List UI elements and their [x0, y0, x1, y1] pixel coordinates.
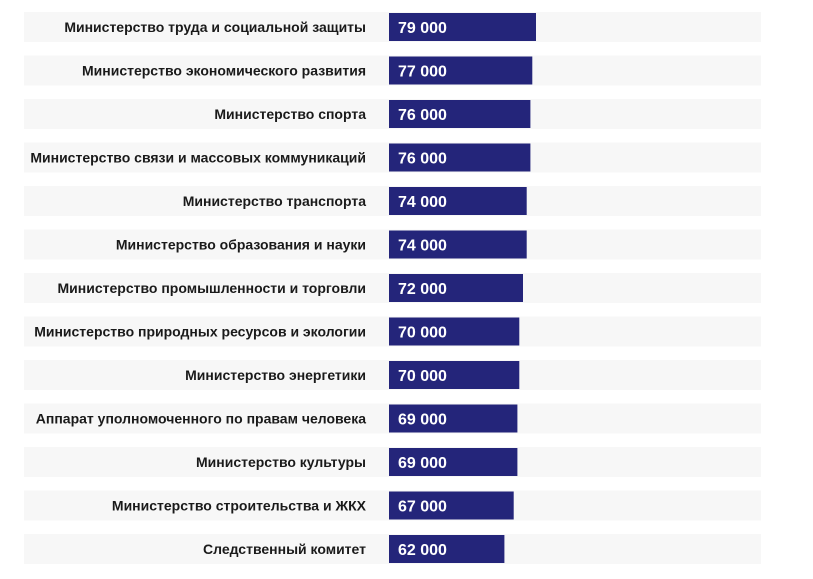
category-label: Следственный комитет — [203, 541, 366, 557]
value-label: 77 000 — [398, 64, 447, 81]
category-label: Министерство транспорта — [183, 193, 366, 209]
bar — [389, 56, 533, 85]
bar — [389, 187, 527, 215]
bar-row: Министерство спорта 76 000 — [24, 99, 761, 129]
bar — [389, 143, 531, 172]
category-label: Министерство труда и социальной защиты — [64, 19, 366, 35]
bar — [389, 317, 520, 346]
bar-row: Министерство природных ресурсов и эколог… — [24, 316, 761, 347]
category-label: Министерство природных ресурсов и эколог… — [34, 324, 366, 340]
value-label: 72 000 — [398, 281, 447, 298]
value-label: 69 000 — [398, 412, 447, 429]
value-label: 62 000 — [398, 542, 447, 559]
bar-row: Министерство транспорта 74 000 — [24, 186, 761, 216]
category-label: Министерство спорта — [214, 106, 366, 122]
bar-row: Министерство энергетики 70 000 — [24, 360, 761, 390]
category-label: Министерство промышленности и торговли — [58, 280, 366, 296]
bar-row: Министерство культуры 69 000 — [24, 447, 761, 477]
value-label: 67 000 — [398, 499, 447, 516]
category-label: Министерство экономического развития — [82, 63, 366, 79]
bar — [389, 491, 514, 520]
bar — [389, 13, 536, 41]
bar — [389, 448, 518, 476]
bar-row: Министерство связи и массовых коммуникац… — [24, 142, 761, 173]
value-label: 69 000 — [398, 455, 447, 472]
bar-row: Следственный комитет 62 000 — [24, 534, 761, 564]
category-label: Министерство культуры — [196, 454, 366, 470]
bar — [389, 230, 527, 259]
bar-row: Аппарат уполномоченного по правам челове… — [24, 403, 761, 434]
value-label: 76 000 — [398, 151, 447, 168]
bar-row: Министерство труда и социальной защиты 79… — [24, 12, 761, 42]
category-label: Министерство связи и массовых коммуникац… — [30, 150, 366, 166]
bar — [389, 404, 518, 433]
value-label: 74 000 — [398, 194, 447, 211]
bar-row: Министерство строительства и ЖКХ 67 000 — [24, 490, 761, 521]
value-label: 70 000 — [398, 325, 447, 342]
category-label: Министерство строительства и ЖКХ — [112, 498, 367, 514]
value-label: 79 000 — [398, 20, 447, 37]
bar — [389, 100, 531, 128]
value-label: 70 000 — [398, 368, 447, 385]
value-label: 74 000 — [398, 238, 447, 255]
category-label: Министерство энергетики — [185, 367, 366, 383]
bar-row: Министерство образования и науки 74 000 — [24, 229, 761, 260]
value-label: 76 000 — [398, 107, 447, 124]
category-label: Аппарат уполномоченного по правам челове… — [36, 411, 366, 427]
bar-row: Министерство экономического развития 77 0… — [24, 55, 761, 86]
bar — [389, 361, 520, 389]
bar — [389, 535, 505, 563]
category-label: Министерство образования и науки — [116, 237, 366, 253]
bar — [389, 274, 523, 302]
bar-row: Министерство промышленности и торговли 72… — [24, 273, 761, 303]
